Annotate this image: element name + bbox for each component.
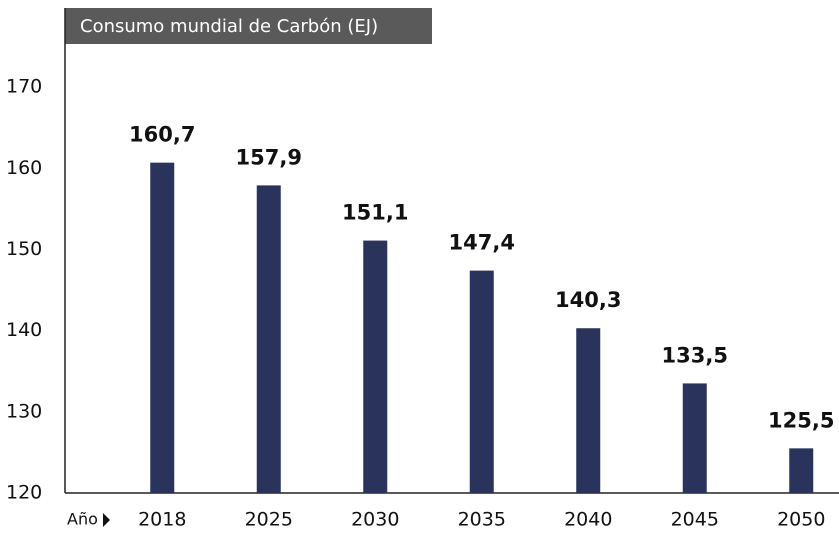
- value-label: 133,5: [662, 343, 728, 367]
- x-tick-label: 2030: [351, 509, 399, 531]
- value-label: 140,3: [555, 288, 621, 312]
- value-label: 125,5: [768, 408, 834, 432]
- y-tick-label: 140: [6, 319, 42, 341]
- bar: [363, 240, 388, 493]
- value-label: 147,4: [449, 231, 515, 255]
- value-label: 151,1: [342, 201, 408, 225]
- y-tick-label: 170: [6, 76, 42, 98]
- x-tick-label: 2025: [245, 509, 293, 531]
- bar: [469, 270, 494, 493]
- x-axis-label: Año: [67, 510, 98, 529]
- title-box: [65, 8, 432, 44]
- bar: [682, 383, 707, 493]
- bar: [150, 162, 175, 493]
- value-label: 157,9: [236, 145, 302, 169]
- value-label: 160,7: [129, 123, 195, 147]
- bar: [256, 185, 281, 493]
- x-tick-label: 2035: [458, 509, 506, 531]
- bar: [576, 328, 601, 493]
- bar: [789, 448, 814, 493]
- y-tick-label: 160: [6, 157, 42, 179]
- chart-title: Consumo mundial de Carbón (EJ): [80, 16, 378, 37]
- axis-arrow: [103, 513, 110, 527]
- x-tick-label: 2040: [564, 509, 612, 531]
- y-tick-label: 150: [6, 238, 42, 260]
- x-tick-label: 2050: [777, 509, 825, 531]
- y-tick-label: 130: [6, 400, 42, 422]
- y-tick-label: 120: [6, 482, 42, 504]
- x-tick-label: 2045: [671, 509, 719, 531]
- x-tick-label: 2018: [138, 509, 186, 531]
